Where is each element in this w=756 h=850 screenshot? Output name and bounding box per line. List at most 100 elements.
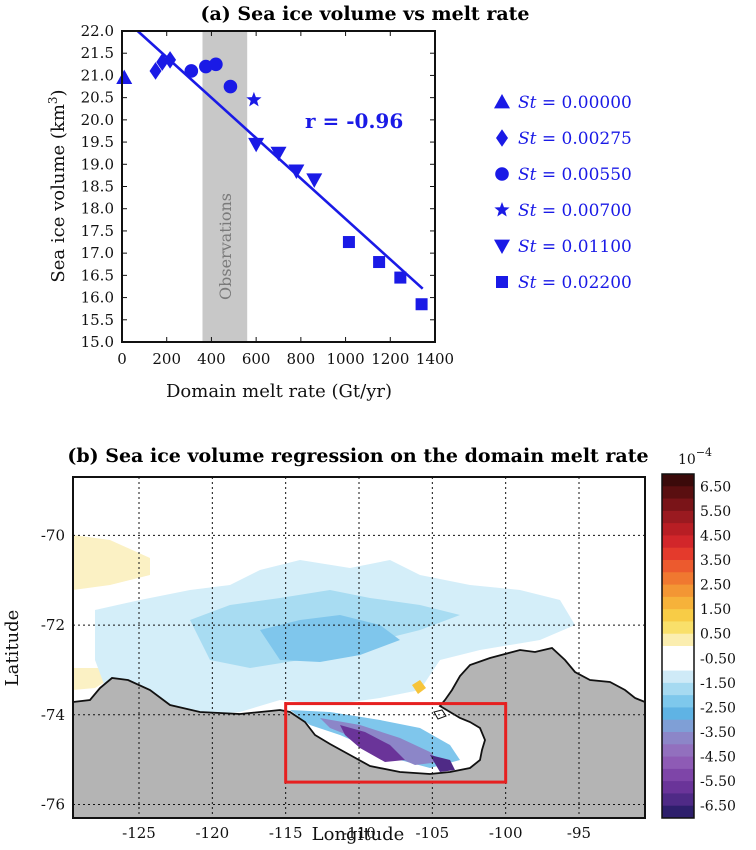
negative-band-mid <box>260 615 400 662</box>
colorbar: 6.50 5.50 4.50 3.50 2.50 1.50 0.50 -0.50 -1.50 -2… <box>661 473 736 819</box>
legend-entry: St = 0.00700 <box>518 201 632 221</box>
observations-band: Observations <box>202 31 248 342</box>
colorbar-tick-label: 3.50 <box>700 553 731 569</box>
x-tick-label: 1200 <box>371 350 409 368</box>
strong-negative-core-3 <box>340 725 405 762</box>
panel-a-title: (a) Sea ice volume vs melt rate <box>200 3 529 25</box>
fit-line <box>136 30 424 290</box>
lon-tick-label: -110 <box>342 824 376 842</box>
data-point-circle <box>223 79 238 94</box>
panel-a-xlabel: Domain melt rate (Gt/yr) <box>166 381 392 402</box>
colorbar-tick-label: 2.50 <box>700 578 731 594</box>
lat-tick-label: -76 <box>41 796 65 814</box>
data-point-triangle-down <box>248 137 265 153</box>
data-point-star <box>246 91 262 107</box>
lon-tick-label: -120 <box>195 824 229 842</box>
land-mass <box>72 647 646 819</box>
scatter-points <box>116 51 428 311</box>
y-tick-label: 20.0 <box>81 111 114 129</box>
legend-marker-diamond <box>496 129 508 147</box>
y-tick-label: 17.5 <box>81 222 114 240</box>
y-tick-label: 21.5 <box>81 44 114 62</box>
y-tick-label: 18.0 <box>81 200 114 218</box>
colorbar-swatch <box>662 523 694 536</box>
lat-tick-label: -72 <box>41 616 65 634</box>
panel-b-xlabel: Longitude <box>312 824 405 845</box>
legend-marker-star <box>494 202 510 217</box>
legend-entry: St = 0.00275 <box>518 129 632 149</box>
lon-tick-label: -100 <box>489 824 523 842</box>
legend-entry: St = 0.02200 <box>518 273 632 293</box>
colorbar-tick-label: -2.50 <box>700 700 736 716</box>
positive-spot <box>412 680 426 694</box>
observations-label: Observations <box>216 193 235 300</box>
positive-patch-west-coast <box>73 668 108 690</box>
colorbar-swatch <box>662 486 694 500</box>
data-point-diamond <box>156 53 169 71</box>
panel-a-ylabel: Sea ice volume (km3) <box>46 89 69 282</box>
x-tick-label: 1000 <box>326 350 364 368</box>
colorbar-tick-label: 6.50 <box>700 479 731 495</box>
colorbar-swatch <box>662 756 694 770</box>
legend-marker-square <box>496 276 508 288</box>
colorbar-swatch <box>662 719 694 733</box>
map-grid: -125 -120 -115 -110 -105 -100 -95 -70 -72 -74 -76 <box>41 477 645 842</box>
data-point-circle <box>209 57 223 72</box>
panel-b-title: (b) Sea ice volume regression on the dom… <box>67 445 648 467</box>
x-tick-label: 400 <box>197 350 226 368</box>
correlation-annotation: r = -0.96 <box>305 109 403 133</box>
colorbar-swatch <box>662 547 694 561</box>
colorbar-swatch <box>662 609 694 622</box>
map-frame <box>72 476 646 819</box>
legend-entry: St = 0.00550 <box>518 165 632 185</box>
data-point-triangle-down <box>306 173 323 188</box>
colorbar-swatch <box>662 670 694 684</box>
data-point-square <box>394 271 407 284</box>
legend-entry: St = 0.00000 <box>518 93 632 113</box>
data-point-square <box>415 298 428 311</box>
colorbar-swatch <box>662 633 694 647</box>
colorbar-tick-label: 1.50 <box>700 602 731 618</box>
colorbar-swatch <box>662 768 694 782</box>
colorbar-swatch <box>662 646 694 659</box>
y-tick-label: 17.0 <box>81 244 114 262</box>
x-tick-label: 600 <box>242 350 271 368</box>
colorbar-swatch <box>662 474 694 487</box>
x-tick-label: 1400 <box>416 350 454 368</box>
legend-marker-triangle-down <box>494 239 510 254</box>
colorbar-swatch <box>662 732 694 745</box>
y-tick-label: 19.5 <box>81 133 114 151</box>
colorbar-swatch <box>662 510 694 524</box>
y-tick-label: 15.5 <box>81 311 114 329</box>
colorbar-swatch <box>662 682 694 696</box>
legend-marker-circle <box>495 167 509 181</box>
data-point-triangle-up <box>116 69 133 85</box>
colorbar-swatch <box>662 596 694 610</box>
colorbar-frame <box>661 473 695 819</box>
colorbar-tick-label: 4.50 <box>700 528 731 544</box>
colorbar-tick-label: -1.50 <box>700 676 736 692</box>
y-tick-label: 18.5 <box>81 178 114 196</box>
y-tick-label: 16.5 <box>81 266 114 284</box>
colorbar-tick-label: -6.50 <box>700 799 736 815</box>
colorbar-tick-label: -0.50 <box>700 651 736 667</box>
positive-patch-west <box>73 535 150 590</box>
lon-tick-label: -105 <box>415 824 449 842</box>
colorbar-swatch <box>662 572 694 586</box>
regression-field <box>72 535 646 819</box>
data-point-triangle-down <box>270 146 287 162</box>
y-tick-label: 21.0 <box>81 66 114 84</box>
colorbar-swatch <box>662 707 694 721</box>
colorbar-swatch <box>662 621 694 635</box>
colorbar-swatch <box>662 793 694 807</box>
colorbar-swatch <box>662 560 694 573</box>
x-tick-label: 800 <box>287 350 316 368</box>
legend-marker-triangle-up <box>494 94 510 109</box>
colorbar-swatch <box>662 658 694 672</box>
region-box-rect <box>284 702 508 784</box>
y-tick-label: 15.0 <box>81 333 114 351</box>
colorbar-tick-label: 5.50 <box>700 504 731 520</box>
colorbar-swatch <box>662 781 694 794</box>
colorbar-swatch <box>662 498 694 512</box>
